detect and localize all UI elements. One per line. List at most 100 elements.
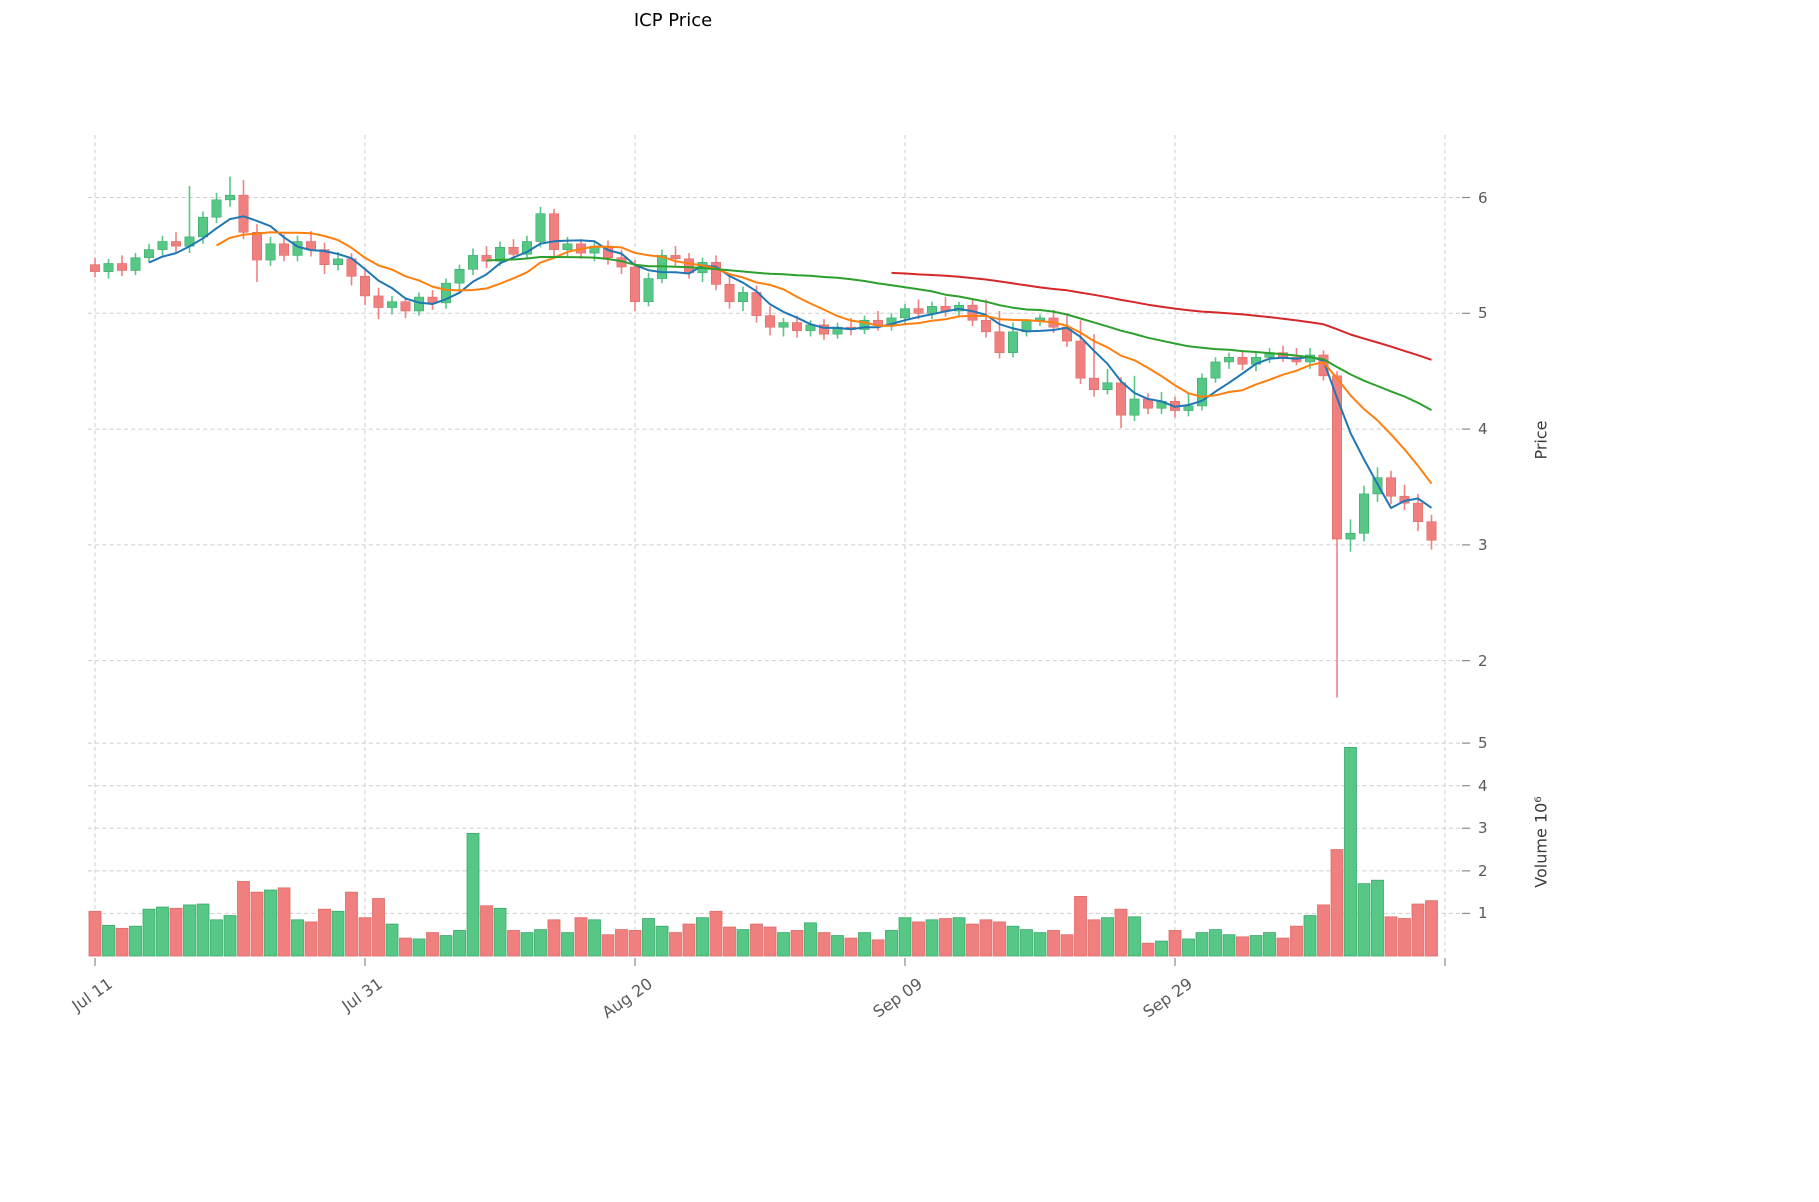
candle-body xyxy=(926,306,937,314)
price-axis-label: Price xyxy=(1531,420,1551,460)
volume-bar xyxy=(331,910,345,957)
candle-body xyxy=(386,301,397,308)
volume-bar xyxy=(534,929,547,957)
volume-tick-label: 1 xyxy=(1478,904,1488,923)
volume-bar xyxy=(318,908,331,957)
candle-body xyxy=(238,194,249,233)
volume-bar xyxy=(642,918,655,957)
volume-bar xyxy=(507,930,520,957)
volume-bar xyxy=(1155,940,1168,957)
candle-body xyxy=(1426,521,1437,541)
candle-body xyxy=(1129,398,1140,416)
candle-body xyxy=(994,331,1005,353)
candle-body xyxy=(1413,502,1424,523)
volume-bar xyxy=(1074,895,1087,957)
candle-body xyxy=(90,264,101,272)
candle-body xyxy=(467,255,478,270)
volume-bar xyxy=(1263,932,1276,957)
volume-bar xyxy=(277,887,291,957)
candle-body xyxy=(764,315,775,328)
volume-bar xyxy=(831,935,844,957)
volume-bar xyxy=(547,919,561,957)
volume-bar xyxy=(939,918,952,957)
volume-tick-label: 5 xyxy=(1478,734,1488,753)
volume-tick-label: 4 xyxy=(1478,776,1488,795)
volume-bar xyxy=(142,908,156,957)
candle-body xyxy=(211,199,222,218)
volume-bar xyxy=(1290,925,1303,957)
tick-marks xyxy=(94,196,1470,966)
price-tick-label: 2 xyxy=(1478,651,1488,670)
volume-bar xyxy=(1195,932,1209,957)
candle-body xyxy=(198,216,209,238)
volume-bar xyxy=(358,917,372,957)
candle-body xyxy=(737,292,748,303)
volume-bar xyxy=(1087,919,1101,957)
candle-body xyxy=(859,319,870,330)
volume-bar xyxy=(925,919,939,957)
volume-bar xyxy=(723,926,736,957)
candle-body xyxy=(1237,356,1248,365)
candle-body xyxy=(791,322,802,331)
volume-bar xyxy=(88,910,102,957)
volume-bar xyxy=(466,832,480,957)
candle-body xyxy=(454,269,465,284)
volume-bar xyxy=(763,926,777,957)
candle-body xyxy=(778,322,789,328)
candle-body xyxy=(1332,375,1343,540)
volume-bar xyxy=(1047,930,1060,957)
candle-body xyxy=(629,266,640,303)
volume-bar xyxy=(1384,916,1398,957)
candle-body xyxy=(535,213,546,242)
chart-title: ICP Price xyxy=(633,10,713,31)
candle-body xyxy=(913,308,924,314)
candle-body xyxy=(1007,331,1018,353)
volume-bar xyxy=(115,927,129,957)
volume-bar xyxy=(480,905,493,957)
candle-body xyxy=(1386,477,1397,497)
volume-bar xyxy=(345,891,358,957)
volume-bar xyxy=(183,904,196,957)
volume-bar xyxy=(129,925,142,957)
volume-bar xyxy=(426,932,439,957)
volume-bar xyxy=(817,932,831,957)
volume-bar xyxy=(1303,915,1317,957)
candle-body xyxy=(1089,377,1100,391)
candle-body xyxy=(427,296,438,304)
volume-bar xyxy=(1209,929,1222,957)
candle-body xyxy=(319,249,330,265)
volume-bar xyxy=(237,881,250,957)
candle-body xyxy=(252,231,263,261)
volume-bar xyxy=(102,924,115,957)
price-tick-label: 6 xyxy=(1478,188,1488,207)
volume-bar xyxy=(250,891,264,957)
candle-body xyxy=(818,324,829,335)
volume-bar xyxy=(264,889,277,957)
volume-bar xyxy=(156,906,169,957)
candle-body xyxy=(373,295,384,308)
volume-bar xyxy=(1344,746,1357,957)
volume-bar xyxy=(885,930,898,957)
candle-body xyxy=(332,258,343,265)
volume-bar xyxy=(385,923,399,957)
candle-body xyxy=(562,243,573,250)
volume-bar xyxy=(1411,903,1425,957)
volume-bar xyxy=(1101,917,1114,957)
candle-body xyxy=(899,308,910,319)
volume-bar xyxy=(615,929,628,957)
candle-body xyxy=(130,257,141,271)
ma-line-30 xyxy=(486,256,1432,411)
candle-body xyxy=(508,247,519,255)
candle-body xyxy=(103,263,114,272)
candle-body xyxy=(413,296,424,312)
ma-line-60 xyxy=(891,271,1432,361)
price-tick-label: 3 xyxy=(1478,535,1488,554)
candle-body xyxy=(670,255,681,260)
volume-bar xyxy=(952,917,966,957)
volume-bar xyxy=(1182,938,1195,957)
candle-body xyxy=(1210,361,1221,379)
volume-bar xyxy=(412,938,426,957)
candle-body xyxy=(1075,340,1086,379)
candle-body xyxy=(710,262,721,285)
candle-body xyxy=(400,301,411,312)
